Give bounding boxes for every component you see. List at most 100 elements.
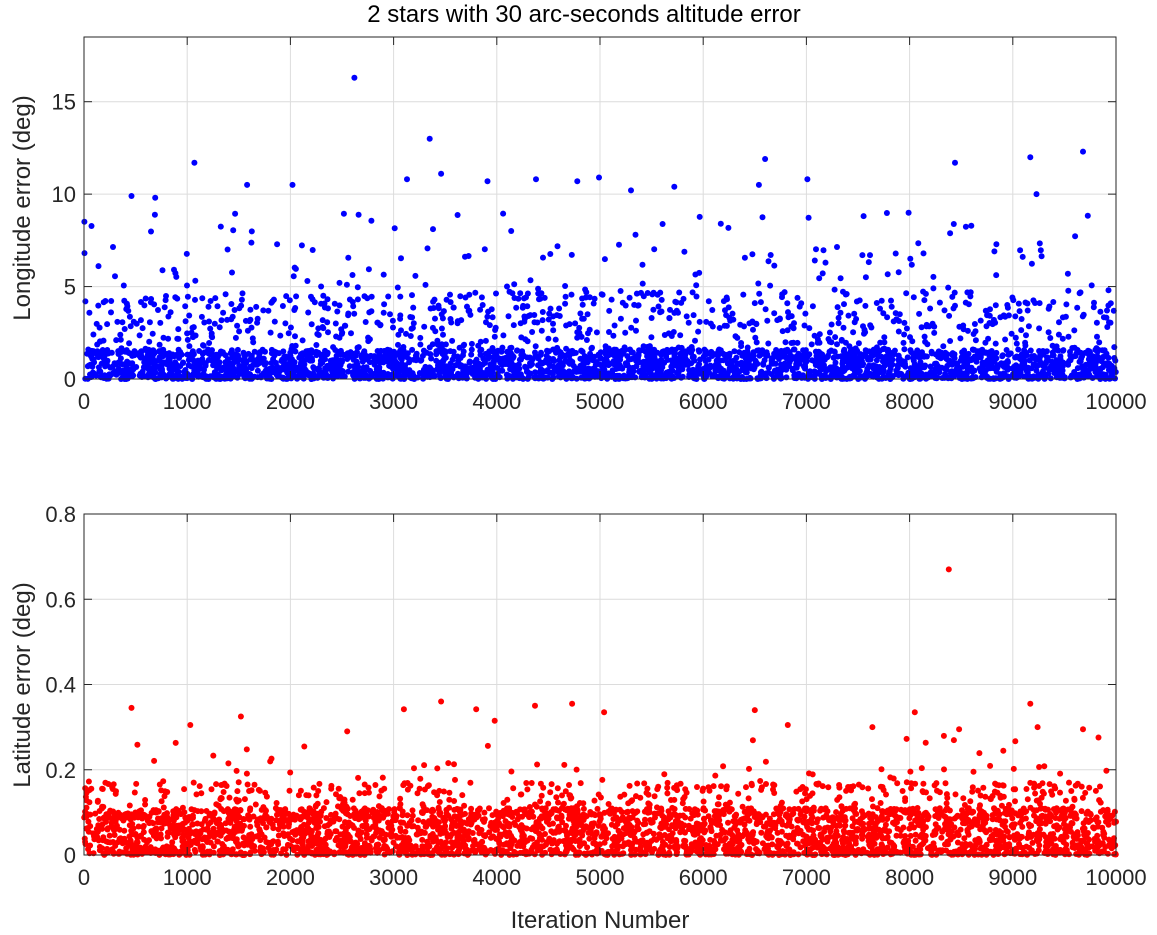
data-point [151, 367, 158, 374]
data-point [1016, 308, 1023, 315]
y-tick-label: 0 [64, 367, 76, 392]
data-point [407, 333, 414, 339]
data-point [1002, 336, 1009, 343]
data-point [742, 355, 749, 362]
data-point [717, 220, 724, 227]
data-point [683, 348, 690, 355]
data-point [1059, 335, 1066, 342]
data-point [1036, 325, 1043, 332]
data-point [805, 214, 812, 221]
data-point [568, 251, 575, 258]
data-point [523, 368, 530, 375]
data-point [826, 329, 833, 336]
x-tick-label: 6000 [679, 389, 728, 414]
data-point [289, 837, 296, 844]
data-point [414, 374, 421, 381]
data-point [482, 337, 489, 344]
data-point [988, 348, 995, 354]
data-point [1056, 319, 1062, 326]
data-point [1053, 343, 1060, 350]
data-point [685, 319, 692, 326]
data-point [837, 366, 844, 373]
data-point [355, 211, 362, 218]
data-point [332, 320, 339, 327]
data-point [434, 337, 441, 344]
data-point [336, 334, 343, 341]
data-point [385, 293, 392, 300]
data-point [299, 371, 306, 378]
data-point [147, 299, 154, 306]
data-point [167, 360, 174, 367]
data-point [376, 368, 383, 375]
data-point [840, 288, 846, 295]
data-point [660, 349, 666, 356]
data-point [248, 355, 255, 362]
data-point [740, 362, 747, 368]
data-point [1077, 349, 1084, 356]
data-point [96, 368, 103, 375]
data-point [751, 300, 758, 307]
data-point-outlier [1027, 154, 1034, 161]
data-point [577, 780, 584, 787]
data-point [442, 354, 449, 361]
data-point [771, 262, 778, 269]
data-point [904, 354, 911, 361]
data-point [811, 368, 818, 375]
data-point [834, 341, 840, 348]
data-point [733, 354, 740, 361]
data-point [1027, 779, 1034, 786]
data-point [513, 304, 520, 311]
data-point [950, 305, 957, 312]
data-point [568, 794, 575, 801]
data-point [606, 329, 612, 335]
data-point [460, 348, 467, 355]
data-point [1103, 314, 1110, 321]
data-point [248, 228, 255, 235]
data-point [291, 307, 298, 313]
data-point [873, 300, 880, 306]
data-point [199, 359, 206, 366]
data-point [151, 211, 158, 218]
data-point [1097, 308, 1104, 315]
x-tick-label: 2000 [266, 389, 315, 414]
data-point [689, 289, 696, 296]
data-point [390, 324, 396, 331]
data-point [522, 336, 529, 343]
data-point [1023, 843, 1030, 850]
data-point [359, 358, 366, 365]
data-point [752, 334, 759, 341]
data-point [286, 297, 293, 304]
data-point [874, 369, 881, 376]
data-point [110, 244, 116, 250]
data-point [242, 317, 249, 324]
data-point [688, 349, 695, 356]
data-point [131, 352, 138, 359]
data-point [345, 368, 352, 375]
data-point [880, 366, 887, 373]
data-point [478, 294, 485, 301]
data-point [960, 353, 967, 360]
data-point [1006, 834, 1013, 841]
data-point [577, 366, 584, 373]
data-point [907, 255, 914, 262]
data-point [556, 313, 563, 319]
data-point [121, 297, 128, 304]
data-point [986, 365, 993, 372]
data-point [560, 368, 567, 374]
data-point [511, 281, 518, 288]
data-point [438, 325, 445, 332]
data-point [716, 348, 723, 355]
data-point [189, 324, 196, 331]
data-point [907, 334, 913, 341]
data-point [763, 352, 769, 359]
data-point [93, 372, 100, 379]
data-point [381, 301, 388, 308]
data-point [130, 318, 137, 325]
data-point [504, 283, 510, 290]
data-point [965, 350, 972, 357]
data-point [450, 304, 457, 311]
data-point [862, 351, 869, 358]
data-point [1107, 319, 1114, 326]
data-point [1065, 287, 1072, 294]
data-point [430, 298, 437, 305]
